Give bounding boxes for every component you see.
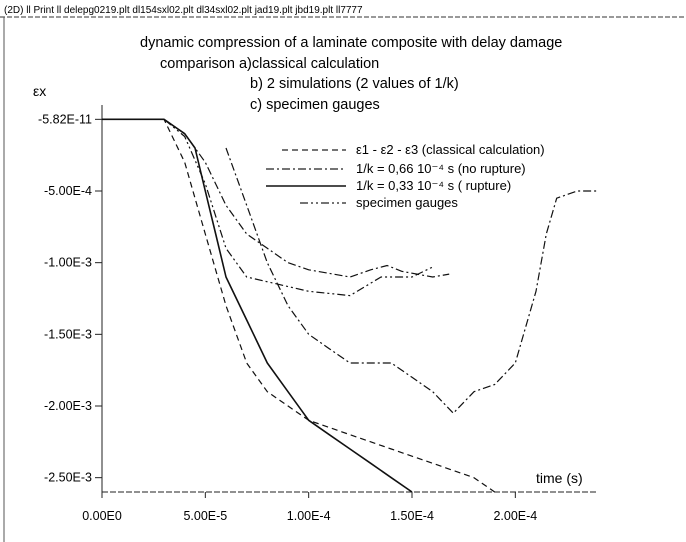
legend-label-classical: ε1 - ε2 - ε3 (classical calculation) bbox=[356, 142, 545, 157]
y-tick-label: -5.82E-11 bbox=[38, 112, 92, 126]
y-tick-label: -1.50E-3 bbox=[44, 327, 92, 341]
x-tick-label: 2.00E-4 bbox=[493, 509, 537, 523]
x-tick-label: 5.00E-5 bbox=[183, 509, 227, 523]
y-tick-label: -2.00E-3 bbox=[44, 399, 92, 413]
y-axis-label: εx bbox=[33, 83, 46, 99]
y-tick-label: -1.00E-3 bbox=[44, 256, 92, 270]
legend-label-rupture: 1/k = 0,33 10⁻⁴ s ( rupture) bbox=[356, 178, 511, 193]
chart-title-line-1: dynamic compression of a laminate compos… bbox=[140, 35, 562, 51]
x-tick-label: 0.00E0 bbox=[82, 509, 122, 523]
x-tick-label: 1.00E-4 bbox=[287, 509, 331, 523]
series-layer bbox=[102, 118, 598, 493]
chart-title-line-4: c) specimen gauges bbox=[250, 97, 380, 113]
x-axis-label: time (s) bbox=[536, 470, 583, 486]
y-tick-label: -2.50E-3 bbox=[44, 471, 92, 485]
legend: ε1 - ε2 - ε3 (classical calculation) 1/k… bbox=[266, 142, 545, 210]
legend-label-no-rupture: 1/k = 0,66 10⁻⁴ s (no rupture) bbox=[356, 161, 526, 176]
y-tick-label: -5.00E-4 bbox=[44, 184, 92, 198]
x-tick-label: 1.50E-4 bbox=[390, 509, 434, 523]
chart-title-line-3: b) 2 simulations (2 values of 1/k) bbox=[250, 76, 459, 92]
series-line-0 bbox=[102, 118, 496, 493]
tick-layer: -5.82E-11 -5.00E-4 -1.00E-3 -1.50E-3 -2.00E-… bbox=[38, 112, 537, 523]
series-line-2 bbox=[102, 118, 413, 493]
legend-label-gauges: specimen gauges bbox=[356, 195, 458, 210]
chart-title-line-2: comparison a)classical calculation bbox=[160, 56, 379, 72]
window-title: (2D) ll Print ll delepg0219.plt dl154sxl… bbox=[4, 5, 363, 16]
